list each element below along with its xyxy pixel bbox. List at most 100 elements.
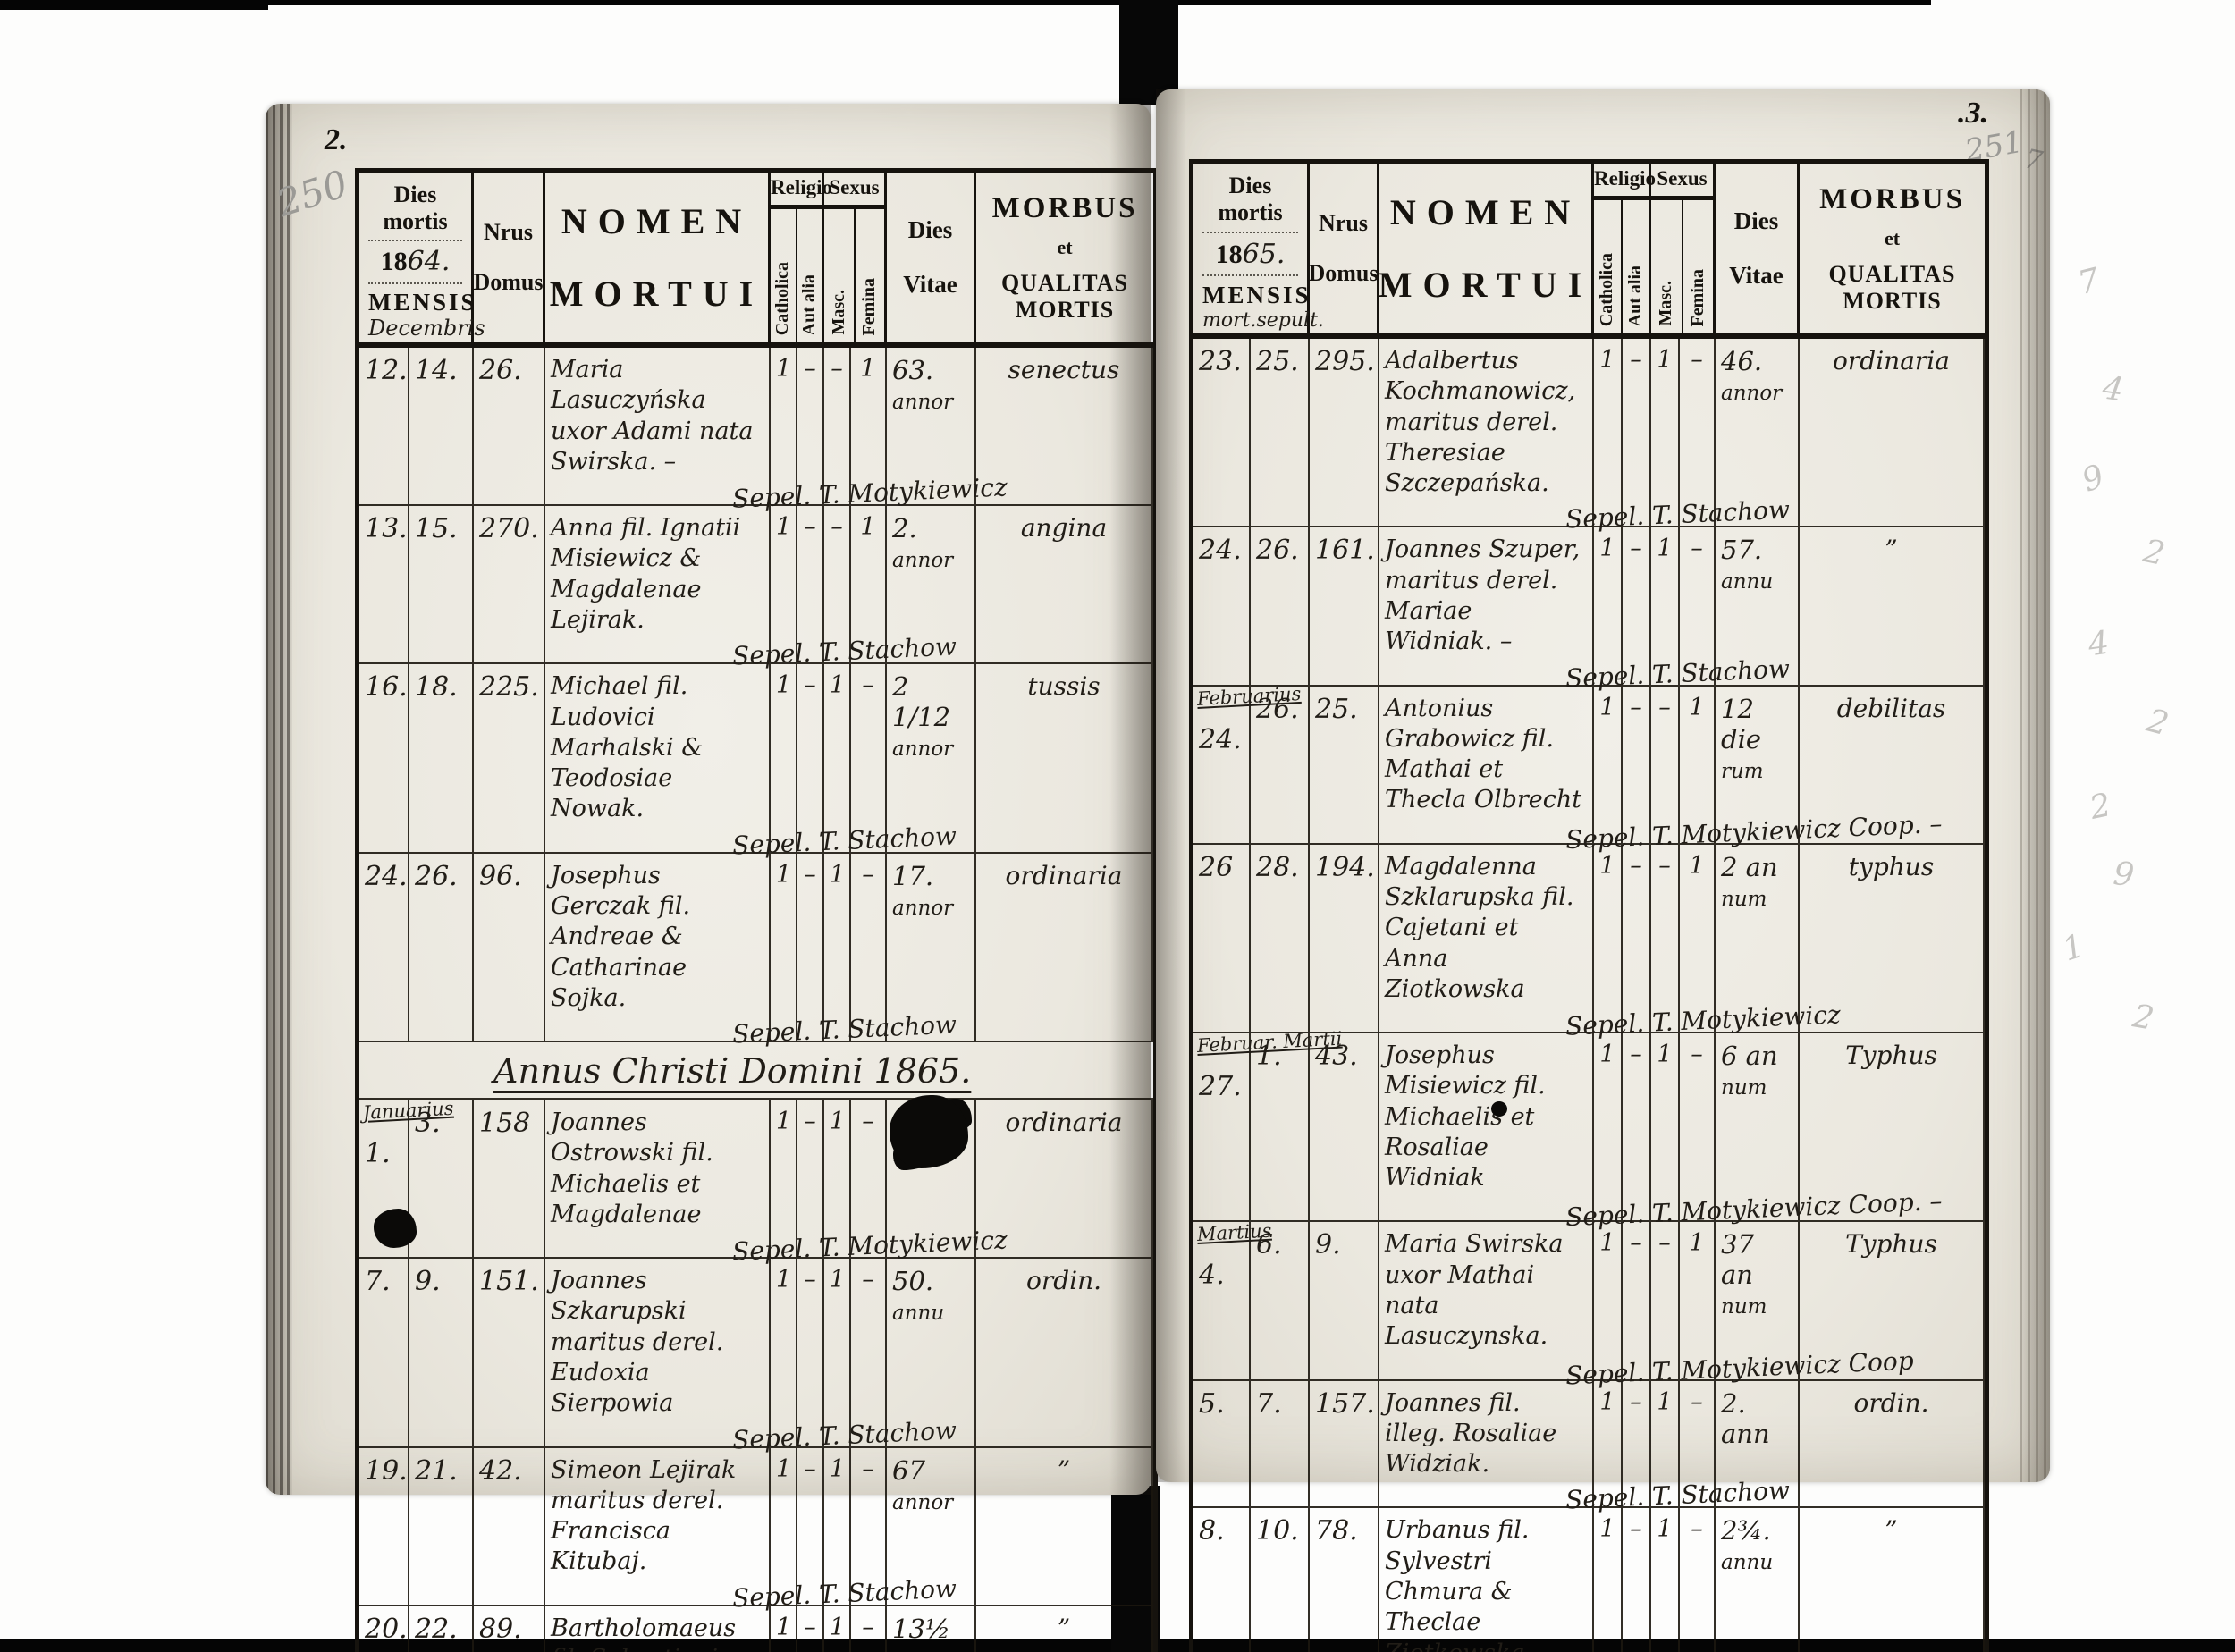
- cell-morbus: ”: [976, 1606, 1153, 1652]
- cell-death-day: 23.: [1193, 339, 1251, 527]
- cell-religio-catholica: 1: [771, 1259, 797, 1446]
- et-label: et: [1884, 226, 1901, 249]
- cell-dies-vitae: 57. annu: [1716, 527, 1800, 685]
- mort-annotation: mort.: [1202, 308, 1257, 332]
- vitae-label: Vitae: [903, 271, 957, 298]
- dies-mortis-label: Dies mortis: [383, 181, 448, 234]
- cause-of-death-text: tussis: [1027, 671, 1101, 702]
- column-header-nomen-mortui: NOMEN MORTUI: [1379, 164, 1594, 333]
- cell-religio-aut-alia-mark: –: [804, 513, 816, 542]
- cell-sexus-femina-mark: –: [862, 1108, 874, 1136]
- cell-sexus-masc-mark: 1: [830, 1108, 846, 1136]
- cell-death-day: 24.: [359, 853, 409, 1041]
- cell-dies-vitae: 2¾. annu: [1716, 1508, 1800, 1652]
- year-handwritten: 65.: [1242, 238, 1286, 270]
- book-binding-strap-top: [1119, 0, 1178, 105]
- mortui-label: MORTUI: [549, 274, 764, 314]
- cell-morbus: senectus: [976, 348, 1153, 505]
- cell-name-of-deceased: Joannes Ostrowski fil. Michaelis et Magd…: [545, 1100, 771, 1258]
- cell-name-of-deceased: Joannes Szuper, maritus derel. Mariae Wi…: [1379, 527, 1594, 685]
- cell-religio-aut-alia: –: [797, 1100, 824, 1258]
- house-number-value: 295.: [1315, 346, 1375, 377]
- year-section-heading: Annus Christi Domini 1865.: [359, 1042, 1153, 1101]
- register-table-left: Dies mortis 1864. MENSIS Decembris Nrus …: [355, 168, 1158, 1652]
- subcolumn-femina: Femina: [856, 209, 885, 342]
- qualitas-mortis-label: QUALITAS MORTIS: [1001, 269, 1128, 323]
- burial-day-value: 10.: [1256, 1515, 1299, 1547]
- cell-sexus-masc-mark: –: [831, 513, 843, 542]
- register-row: 26 28. 194. Magdalenna Szklarupska fil. Caj…: [1193, 844, 1985, 1041]
- cell-dies-vitae: 13½ annor: [887, 1606, 976, 1652]
- burial-day-value: 15.: [415, 513, 458, 545]
- cell-morbus: ordinaria: [976, 1100, 1153, 1258]
- cell-morbus: ordinaria: [976, 853, 1153, 1041]
- cell-religio-catholica: 1: [771, 1606, 797, 1652]
- cell-religio-catholica-mark: 1: [1599, 535, 1615, 563]
- cell-house-number: 43.: [1310, 1033, 1379, 1221]
- subcolumn-femina: Femina: [1683, 200, 1714, 333]
- cause-of-death-text: angina: [1020, 513, 1108, 544]
- cell-name-of-deceased: Josephus Gerczak fil. Andreae & Catharin…: [545, 853, 771, 1041]
- age-value: 57.: [1721, 535, 1763, 566]
- cell-burial-day: 10.: [1251, 1508, 1310, 1652]
- cell-dies-vitae: 2 1/12 annor: [887, 664, 976, 852]
- cause-of-death-text: Typhus: [1845, 1229, 1937, 1260]
- cell-religio-aut-alia: –: [797, 348, 824, 505]
- cell-religio-catholica: 1: [771, 1447, 797, 1605]
- death-day-value: 27.: [1199, 1071, 1242, 1103]
- age-value: 46.: [1721, 346, 1763, 376]
- cell-name-of-deceased: Simeon Lejirak maritus derel. Francisca …: [545, 1447, 771, 1605]
- cell-religio-aut-alia-mark: –: [1630, 346, 1642, 374]
- cell-religio-aut-alia: –: [797, 506, 824, 663]
- cell-morbus: ordin.: [976, 1259, 1153, 1446]
- house-number-value: 157.: [1315, 1387, 1375, 1420]
- cell-dies-vitae: 12 die rum: [1716, 686, 1800, 843]
- cell-house-number: 158: [474, 1100, 545, 1258]
- pencil-page-number: 250: [271, 161, 353, 226]
- cell-name-of-deceased: Bartholomaeus fil. Sebastiani Jastrzębsk…: [545, 1606, 771, 1652]
- cell-dies-vitae: 46. annor: [1716, 339, 1800, 527]
- cell-morbus: ”: [1800, 1508, 1985, 1652]
- cell-sexus-femina-mark: –: [862, 671, 874, 700]
- morbus-label: MORBUS: [1819, 182, 1965, 215]
- cell-death-day: 26: [1193, 844, 1251, 1032]
- cell-sexus-masc-mark: 1: [830, 671, 846, 700]
- cell-sexus-femina: 1: [851, 506, 887, 663]
- cell-burial-day: 14.: [409, 348, 474, 505]
- cell-name-of-deceased: Joannes Szkarupski maritus derel. Eudoxi…: [545, 1259, 771, 1446]
- cell-burial-day: 15.: [409, 506, 474, 663]
- cell-sexus-femina: –: [851, 853, 887, 1041]
- cell-sexus-femina-mark: –: [862, 860, 874, 889]
- deceased-name-text: Michael fil. Ludovici Marhalski & Teodos…: [551, 672, 704, 823]
- cell-dies-vitae: 37 an num: [1716, 1222, 1800, 1379]
- aut-alia-label: Aut alia: [798, 274, 819, 335]
- cell-religio-aut-alia: –: [1623, 1380, 1651, 1507]
- cell-religio-aut-alia: –: [797, 664, 824, 852]
- cell-sexus-masc-mark: 1: [830, 1266, 846, 1294]
- cell-house-number: 194.: [1310, 844, 1379, 1032]
- cell-death-day: Februar. Martii 27.: [1193, 1028, 1343, 1221]
- cell-sexus-femina-mark: –: [1691, 1041, 1703, 1069]
- cell-sexus-femina-mark: –: [862, 1266, 874, 1294]
- nomen-label: NOMEN: [561, 201, 753, 241]
- cell-burial-day: 6.: [1251, 1222, 1310, 1379]
- cell-death-day: 7.: [359, 1259, 409, 1446]
- deceased-name-text: Magdalenna Szklarupska fil. Cajetani et …: [1385, 852, 1574, 1003]
- house-number-value: 151.: [479, 1266, 539, 1298]
- cell-sexus-masc: –: [1651, 844, 1680, 1032]
- mortui-label: MORTUI: [1378, 265, 1593, 305]
- deceased-name-text: Joannes Szkarupski maritus derel. Eudoxi…: [551, 1267, 724, 1418]
- cell-sexus-femina: –: [851, 1447, 887, 1605]
- age-unit: annor: [892, 1490, 954, 1514]
- cell-religio-catholica-mark: 1: [776, 1454, 792, 1483]
- cause-of-death-text: ordin.: [1853, 1387, 1929, 1418]
- cause-of-death-text: ordinaria: [1005, 1108, 1123, 1138]
- age-value: 2.: [892, 513, 917, 544]
- column-header-sexus: Sexus Masc. Femina: [1651, 164, 1716, 333]
- cell-house-number: 96.: [474, 853, 545, 1041]
- register-row: 20.22. 89. Bartholomaeus fil. Sebastiani J…: [359, 1606, 1153, 1652]
- cell-sexus-femina-mark: 1: [1689, 693, 1705, 721]
- cell-morbus: ”: [976, 1447, 1153, 1605]
- cell-religio-aut-alia: –: [1623, 686, 1651, 843]
- cell-sexus-femina-mark: 1: [1689, 1229, 1705, 1258]
